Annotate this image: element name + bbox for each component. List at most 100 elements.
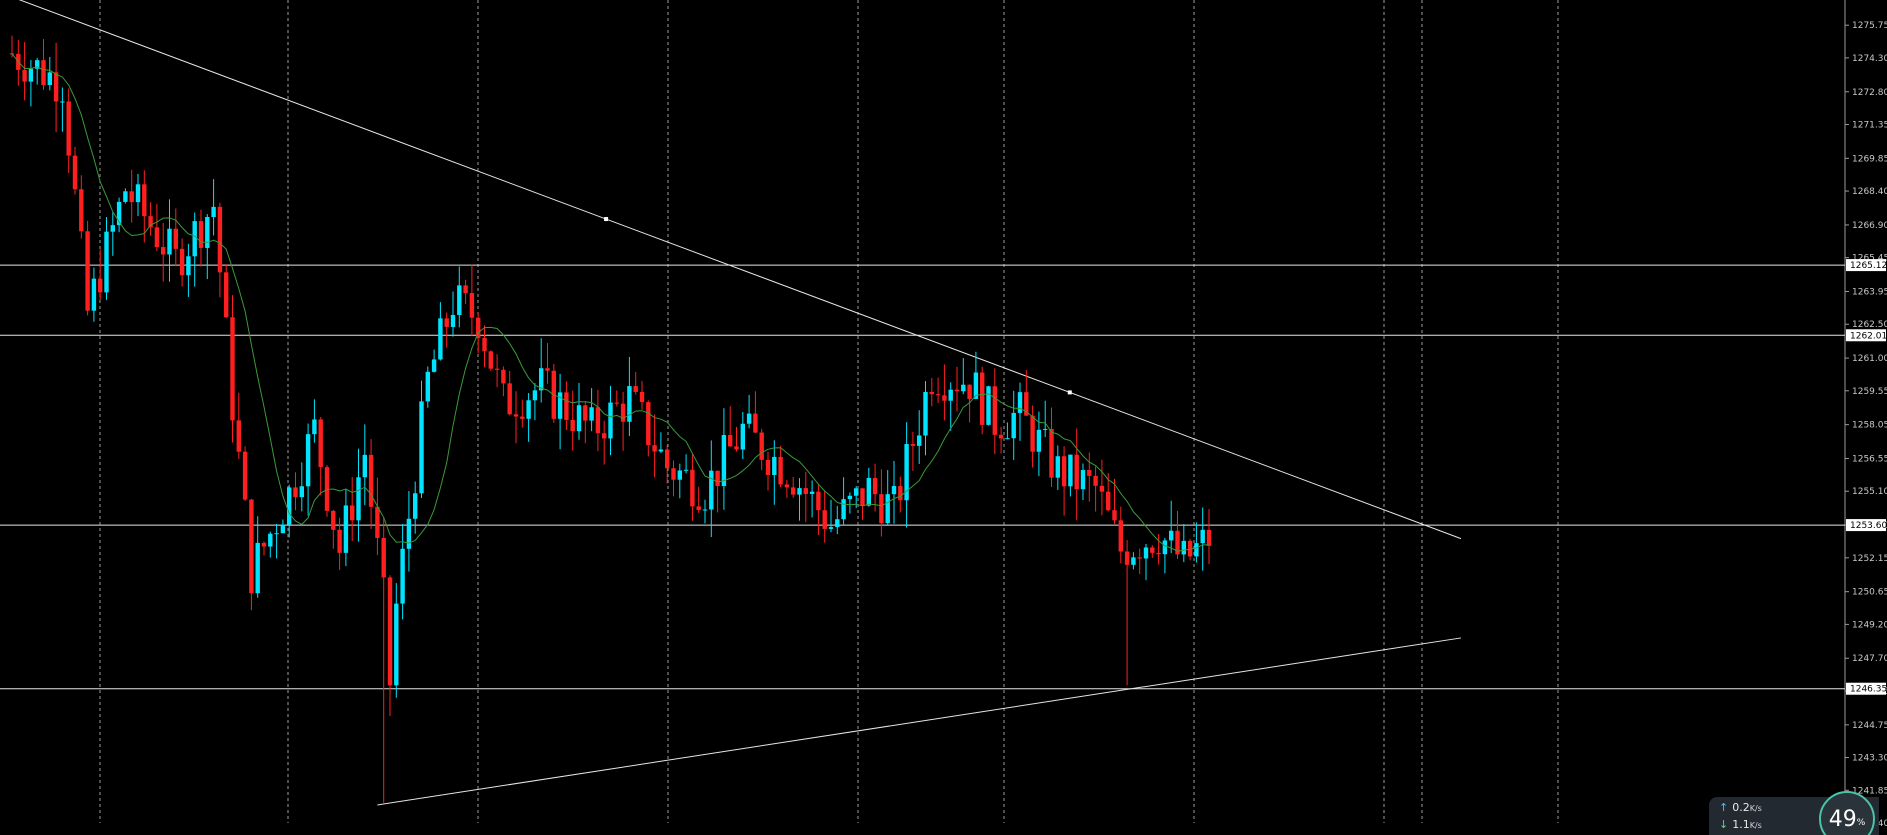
candle[interactable] bbox=[564, 381, 569, 431]
candle[interactable] bbox=[860, 488, 865, 520]
candle[interactable] bbox=[362, 424, 367, 506]
candle[interactable] bbox=[1087, 452, 1092, 502]
candle[interactable] bbox=[79, 175, 84, 239]
candle[interactable] bbox=[356, 448, 361, 542]
candle[interactable] bbox=[205, 214, 210, 280]
candle[interactable] bbox=[1093, 466, 1098, 512]
candle[interactable] bbox=[602, 420, 607, 465]
candle[interactable] bbox=[413, 481, 418, 534]
candle[interactable] bbox=[923, 381, 928, 456]
candle[interactable] bbox=[375, 477, 380, 556]
candle[interactable] bbox=[570, 390, 575, 451]
candle[interactable] bbox=[532, 383, 538, 421]
lower-trendline[interactable] bbox=[377, 637, 1462, 806]
candle[interactable] bbox=[539, 338, 544, 403]
candle[interactable] bbox=[513, 391, 519, 444]
candle[interactable] bbox=[948, 382, 953, 431]
candle[interactable] bbox=[872, 463, 878, 512]
candle[interactable] bbox=[1200, 507, 1205, 571]
candle[interactable] bbox=[173, 208, 178, 267]
candle[interactable] bbox=[627, 356, 632, 436]
candle[interactable] bbox=[98, 249, 103, 301]
candle[interactable] bbox=[1030, 405, 1035, 468]
candle[interactable] bbox=[1017, 382, 1023, 441]
candle[interactable] bbox=[879, 469, 884, 537]
candle[interactable] bbox=[526, 393, 531, 442]
candle[interactable] bbox=[41, 38, 46, 90]
candle[interactable] bbox=[841, 477, 846, 526]
candle[interactable] bbox=[772, 440, 777, 505]
candle[interactable] bbox=[885, 470, 890, 526]
candle[interactable] bbox=[791, 477, 796, 498]
candle[interactable] bbox=[53, 42, 59, 133]
candle[interactable] bbox=[469, 264, 475, 336]
candle[interactable] bbox=[274, 523, 279, 559]
candle[interactable] bbox=[368, 439, 374, 529]
candle[interactable] bbox=[419, 380, 424, 499]
candle[interactable] bbox=[1169, 500, 1174, 554]
candle[interactable] bbox=[268, 531, 273, 558]
candle[interactable] bbox=[866, 467, 871, 507]
candle[interactable] bbox=[1005, 422, 1010, 440]
candle[interactable] bbox=[1194, 522, 1199, 563]
candle[interactable] bbox=[809, 480, 815, 518]
candle[interactable] bbox=[583, 400, 588, 444]
candle[interactable] bbox=[992, 368, 997, 455]
candle[interactable] bbox=[898, 476, 903, 513]
candle[interactable] bbox=[60, 87, 65, 132]
candle[interactable] bbox=[633, 372, 638, 395]
candle[interactable] bbox=[595, 389, 601, 452]
candle[interactable] bbox=[1206, 509, 1212, 565]
trendline-handle[interactable] bbox=[1067, 390, 1072, 395]
candle[interactable] bbox=[1162, 537, 1168, 574]
cpu-usage-gauge[interactable]: 49% bbox=[1819, 791, 1875, 835]
candle[interactable] bbox=[1049, 407, 1054, 487]
candle[interactable] bbox=[135, 173, 141, 217]
candle[interactable] bbox=[224, 263, 229, 319]
candle[interactable] bbox=[721, 408, 727, 510]
candle[interactable] bbox=[110, 212, 115, 256]
candle[interactable] bbox=[715, 470, 720, 513]
candle[interactable] bbox=[444, 312, 449, 348]
candle[interactable] bbox=[961, 358, 966, 395]
candle[interactable] bbox=[608, 385, 613, 456]
candle[interactable] bbox=[242, 446, 248, 501]
candle[interactable] bbox=[557, 373, 563, 450]
candle[interactable] bbox=[1181, 523, 1186, 563]
candle[interactable] bbox=[343, 488, 349, 567]
candle[interactable] bbox=[431, 349, 437, 373]
candle[interactable] bbox=[980, 366, 985, 435]
candle[interactable] bbox=[154, 203, 160, 252]
candle[interactable] bbox=[198, 209, 204, 267]
candle[interactable] bbox=[891, 460, 897, 524]
candle[interactable] bbox=[765, 451, 771, 491]
trendline-handle[interactable] bbox=[604, 217, 609, 222]
candle[interactable] bbox=[47, 57, 52, 91]
candle[interactable] bbox=[116, 197, 122, 233]
candle[interactable] bbox=[104, 217, 109, 300]
candle[interactable] bbox=[35, 57, 40, 85]
candle[interactable] bbox=[381, 517, 386, 803]
candle[interactable] bbox=[576, 382, 582, 440]
candle[interactable] bbox=[488, 350, 493, 371]
candle[interactable] bbox=[904, 422, 909, 528]
candle[interactable] bbox=[230, 295, 235, 443]
candle[interactable] bbox=[1156, 534, 1161, 565]
candle[interactable] bbox=[324, 465, 330, 517]
candle[interactable] bbox=[847, 492, 853, 514]
candle[interactable] bbox=[639, 381, 645, 410]
candle[interactable] bbox=[280, 519, 286, 534]
candle[interactable] bbox=[759, 428, 764, 471]
candle[interactable] bbox=[828, 499, 834, 533]
candle[interactable] bbox=[1118, 506, 1123, 564]
candle[interactable] bbox=[501, 366, 506, 397]
candle[interactable] bbox=[778, 445, 783, 488]
candle[interactable] bbox=[753, 391, 758, 434]
candle[interactable] bbox=[161, 222, 166, 282]
candle[interactable] bbox=[816, 483, 821, 536]
candle[interactable] bbox=[1061, 446, 1067, 516]
candle[interactable] bbox=[312, 399, 317, 443]
candle[interactable] bbox=[217, 202, 223, 298]
